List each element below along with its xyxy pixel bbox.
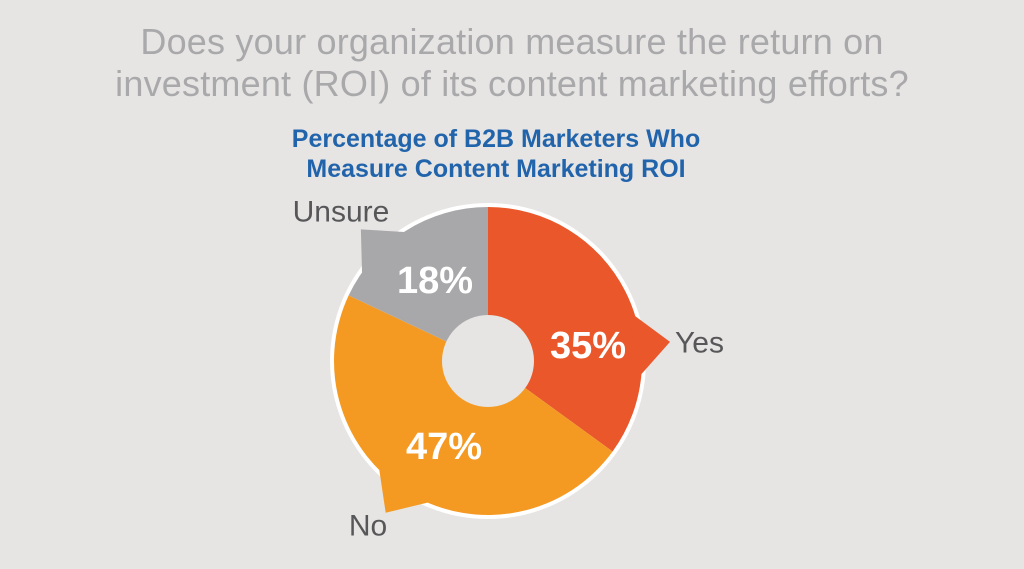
slice-value-yes: 35%: [550, 325, 626, 367]
infographic-canvas: Does your organization measure the retur…: [0, 0, 1024, 569]
category-label-no: No: [349, 510, 387, 543]
category-label-yes: Yes: [675, 327, 724, 360]
slice-value-unsure: 18%: [397, 260, 473, 302]
slice-value-no: 47%: [406, 426, 482, 468]
pointer-yes: [630, 312, 670, 379]
donut-chart: 35% 47% 18% Yes No Unsure: [0, 0, 1024, 569]
category-label-unsure: Unsure: [293, 196, 390, 229]
donut-hole: [442, 315, 534, 407]
